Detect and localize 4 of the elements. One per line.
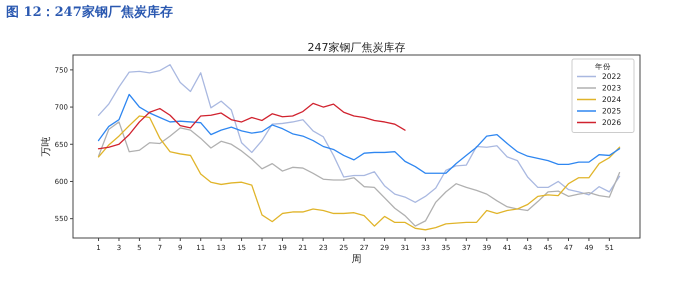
caption: 图 12：247家钢厂焦炭库存	[6, 4, 173, 20]
y-axis-title: 万吨	[40, 136, 52, 156]
x-axis-title: 周	[352, 254, 362, 265]
chart-title: 247家钢厂焦炭库存	[308, 41, 406, 54]
